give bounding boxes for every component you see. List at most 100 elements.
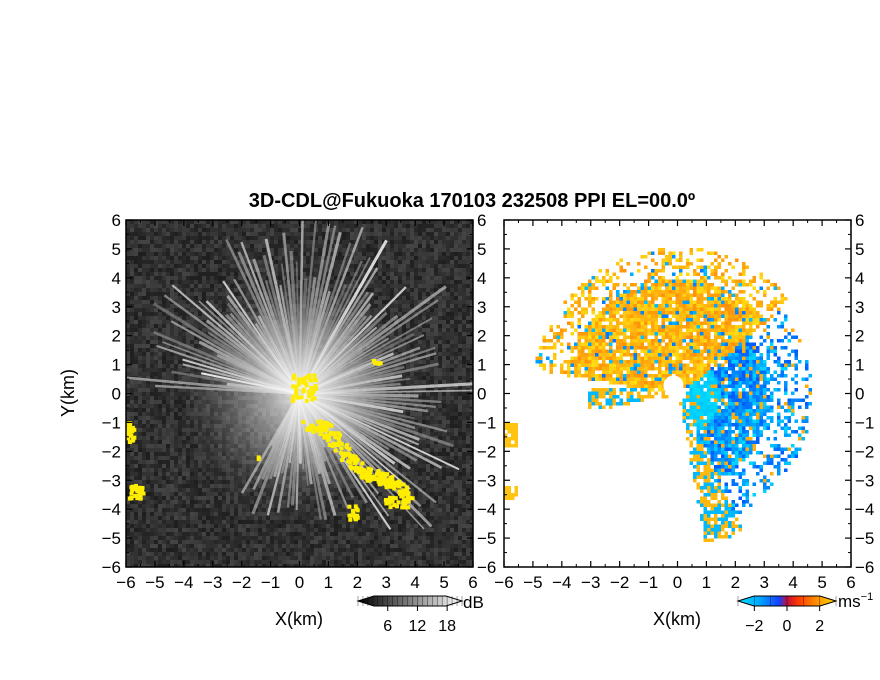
noise-cell <box>174 228 178 232</box>
noise-cell <box>406 288 410 292</box>
noise-cell <box>382 288 386 292</box>
noise-cell <box>278 240 282 244</box>
noise-cell <box>458 360 462 364</box>
noise-cell <box>422 376 426 380</box>
noise-cell <box>374 248 378 252</box>
noise-cell <box>398 224 402 228</box>
noise-cell <box>166 292 170 296</box>
noise-cell <box>406 220 410 224</box>
noise-cell <box>138 304 142 308</box>
noise-cell <box>226 284 230 288</box>
noise-cell <box>230 288 234 292</box>
noise-cell <box>430 420 434 424</box>
noise-cell <box>374 288 378 292</box>
noise-cell <box>134 316 138 320</box>
noise-cell <box>182 428 186 432</box>
noise-cell <box>426 240 430 244</box>
noise-cell <box>186 288 190 292</box>
noise-cell <box>454 356 458 360</box>
noise-cell <box>270 236 274 240</box>
noise-cell <box>246 248 250 252</box>
noise-cell <box>154 236 158 240</box>
noise-cell <box>406 268 410 272</box>
noise-cell <box>462 260 466 264</box>
noise-cell <box>374 272 378 276</box>
noise-cell <box>134 276 138 280</box>
noise-cell <box>186 276 190 280</box>
noise-cell <box>206 240 210 244</box>
noise-cell <box>362 272 366 276</box>
noise-cell <box>410 312 414 316</box>
noise-cell <box>134 400 138 404</box>
noise-cell <box>462 268 466 272</box>
noise-cell <box>150 236 154 240</box>
noise-cell <box>154 232 158 236</box>
noise-cell <box>166 364 170 368</box>
noise-cell <box>170 368 174 372</box>
noise-cell <box>370 268 374 272</box>
noise-cell <box>170 240 174 244</box>
noise-cell <box>470 268 473 272</box>
noise-cell <box>198 280 202 284</box>
noise-cell <box>146 316 150 320</box>
noise-cell <box>130 356 134 360</box>
noise-cell <box>450 372 454 376</box>
noise-cell <box>378 260 382 264</box>
noise-cell <box>450 332 454 336</box>
noise-cell <box>158 256 162 260</box>
noise-cell <box>450 276 454 280</box>
noise-cell <box>150 308 154 312</box>
noise-cell <box>418 252 422 256</box>
noise-cell <box>182 440 186 444</box>
noise-cell <box>226 260 230 264</box>
noise-cell <box>402 264 406 268</box>
noise-cell <box>234 232 238 236</box>
noise-cell <box>450 288 454 292</box>
noise-cell <box>150 416 154 420</box>
noise-cell <box>134 320 138 324</box>
noise-cell <box>394 224 398 228</box>
noise-cell <box>174 288 178 292</box>
noise-cell <box>170 264 174 268</box>
noise-cell <box>438 296 442 300</box>
noise-cell <box>162 388 166 392</box>
noise-cell <box>294 228 298 232</box>
noise-cell <box>390 260 394 264</box>
noise-cell <box>138 284 142 288</box>
noise-cell <box>274 260 278 264</box>
noise-cell <box>126 260 130 264</box>
noise-cell <box>402 324 406 328</box>
noise-cell <box>194 252 198 256</box>
noise-cell <box>434 276 438 280</box>
noise-cell <box>438 256 442 260</box>
noise-cell <box>442 424 446 428</box>
noise-cell <box>382 264 386 268</box>
noise-cell <box>226 228 230 232</box>
noise-cell <box>430 416 434 420</box>
noise-cell <box>138 300 142 304</box>
noise-cell <box>178 292 182 296</box>
noise-cell <box>426 264 430 268</box>
noise-cell <box>386 256 390 260</box>
noise-cell <box>358 220 362 224</box>
noise-cell <box>378 228 382 232</box>
noise-cell <box>214 260 218 264</box>
noise-cell <box>334 228 338 232</box>
noise-cell <box>398 308 402 312</box>
noise-cell <box>414 268 418 272</box>
noise-cell <box>454 328 458 332</box>
noise-cell <box>318 256 322 260</box>
noise-cell <box>402 272 406 276</box>
noise-cell <box>410 260 414 264</box>
noise-cell <box>306 240 310 244</box>
noise-cell <box>454 336 458 340</box>
noise-cell <box>214 280 218 284</box>
noise-cell <box>434 332 438 336</box>
noise-cell <box>146 272 150 276</box>
noise-cell <box>362 264 366 268</box>
noise-cell <box>438 420 442 424</box>
noise-cell <box>442 272 446 276</box>
noise-cell <box>154 432 158 436</box>
noise-cell <box>178 280 182 284</box>
noise-cell <box>314 248 318 252</box>
